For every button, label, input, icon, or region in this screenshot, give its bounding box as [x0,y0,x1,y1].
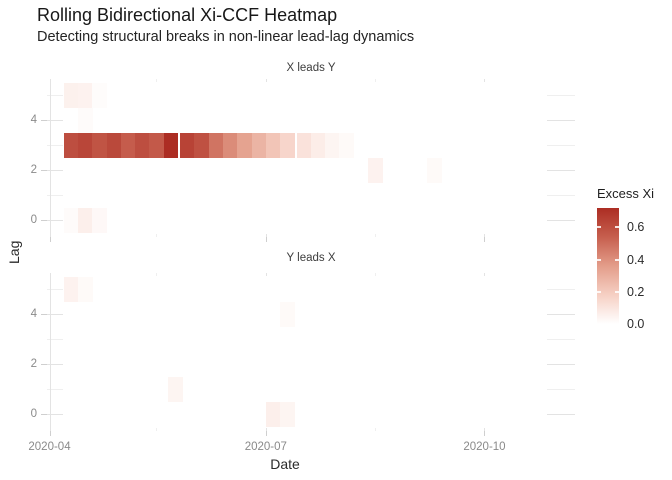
plot-title: Rolling Bidirectional Xi-CCF Heatmap [37,5,338,25]
heatmap-tile [168,377,184,403]
heatmap-tile [135,132,150,158]
heatmap-tile [208,132,224,158]
heatmap-tile [92,82,107,108]
x-axis-tick [265,237,267,242]
heatmap-tile [296,132,312,158]
heatmap-tile [149,132,165,158]
heatmap-tile [78,208,93,234]
facet-strip-y-leads-x: Y leads X [286,252,336,264]
heatmap-tile [265,132,281,158]
x-axis-tick-label: 2020-04 [28,441,71,453]
data-region-background [62,276,548,428]
heatmap-tile [280,301,295,327]
y-axis-tick-label: 2 [30,164,37,177]
gridline-major-2020-04-01 [49,79,51,237]
x-axis-tick-label: 2020-10 [463,441,506,453]
heatmap-tile [106,132,122,158]
gridline-major-2020-04-01 [49,273,51,431]
heatmap-tile [251,132,267,158]
heatmap-tile [63,132,79,158]
heatmap-tile [223,132,238,158]
x-axis-tick-label: 2020-07 [244,441,287,453]
x-axis-tick [49,431,51,436]
heatmap-tile [265,402,281,428]
heatmap-tile [180,132,195,158]
heatmap-tile [325,132,340,158]
heatmap-tile [310,132,326,158]
x-axis-tick [484,431,486,436]
heatmap-tile [78,132,93,158]
y-axis-tick-label: 4 [30,113,37,126]
heatmap-panel-y-leads-x [47,273,575,431]
heatmap-tile [339,132,355,158]
heatmap-tile [92,208,107,234]
heatmap-tile [368,158,383,184]
legend-title: Excess Xi [597,186,655,201]
x-axis-tick [484,237,486,242]
plot-subtitle: Detecting structural breaks in non-linea… [37,29,415,45]
y-axis-tick-label: 0 [30,408,37,421]
facet-strip-x-leads-y: X leads Y [286,62,336,74]
heatmap-tile [427,158,443,184]
heatmap-tile [63,276,79,302]
legend-colorbar [597,208,619,324]
x-axis-tick [265,431,267,436]
heatmap-tile [78,107,93,133]
y-axis-tick-label: 2 [30,358,37,371]
heatmap-tile [120,132,136,158]
legend-tick-label: 0.6 [627,220,645,235]
heatmap-panel-x-leads-y [47,79,575,237]
heatmap-tile [194,132,210,158]
legend-tick-label: 0.0 [627,317,645,331]
heatmap-tile [63,82,79,108]
legend-tick-label: 0.4 [627,252,645,267]
y-axis-tick-label: 0 [30,214,37,227]
x-axis-title: Date [270,456,300,472]
x-axis-tick [49,237,51,242]
heatmap-tile [237,132,252,158]
heatmap-tile [63,208,79,234]
heatmap-tile [163,132,179,158]
heatmap-tile [92,132,107,158]
heatmap-tile [280,132,295,158]
heatmap-tile [280,402,295,428]
y-axis-tick-label: 4 [30,307,37,320]
legend-tick-label: 0.2 [627,284,645,299]
data-region-background [62,82,548,234]
heatmap-tile [78,276,93,302]
heatmap-tile [78,82,93,108]
y-axis-title: Lag [6,240,22,264]
